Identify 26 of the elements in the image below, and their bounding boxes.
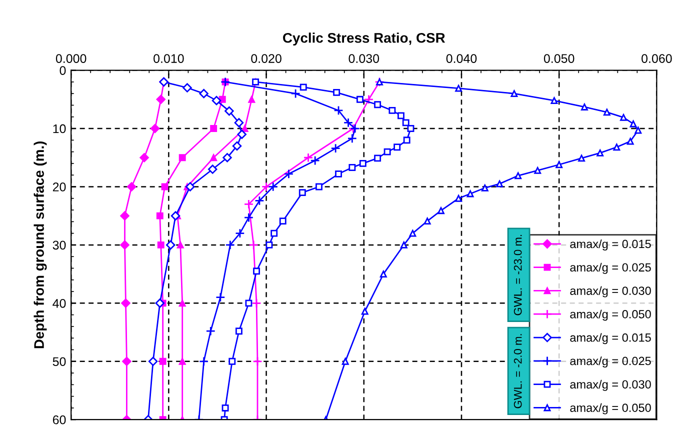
- legend-label: amax/g = 0.050: [570, 310, 651, 321]
- x-tick-label: 0.010: [154, 54, 184, 63]
- legend-label: amax/g = 0.050: [570, 403, 651, 414]
- x-tick-label: 0.040: [446, 54, 477, 63]
- y-tick-label: 20: [52, 182, 66, 192]
- y-tick-label: 40: [52, 298, 66, 308]
- annotation: GWL. = -2.0 m.: [514, 334, 522, 408]
- legend-label: amax/g = 0.030: [570, 286, 651, 298]
- x-tick-label: 0.000: [56, 54, 86, 63]
- annotation: GWL. = -23.0 m.: [514, 234, 522, 316]
- legend-label: amax/g = 0.025: [570, 356, 651, 368]
- y-tick-label: 60: [52, 415, 66, 424]
- y-tick-label: 0: [60, 66, 66, 75]
- x-axis-title: Cyclic Stress Ratio, CSR: [283, 32, 446, 46]
- legend-label: amax/g = 0.015: [570, 239, 651, 250]
- y-tick-label: 50: [52, 357, 66, 366]
- x-tick-label: 0.030: [348, 54, 380, 63]
- legend-label: amax/g = 0.015: [570, 333, 651, 344]
- x-tick-label: 0.020: [251, 54, 282, 63]
- legend-label: amax/g = 0.025: [570, 262, 651, 274]
- x-tick-label: 0.050: [544, 54, 574, 63]
- y-tick-label: 30: [52, 240, 66, 250]
- y-tick-label: 10: [53, 124, 66, 134]
- y-axis-title: Depth from ground surface (m.): [34, 141, 47, 348]
- x-tick-label: 0.060: [642, 54, 672, 63]
- legend-label: amax/g = 0.030: [570, 380, 651, 391]
